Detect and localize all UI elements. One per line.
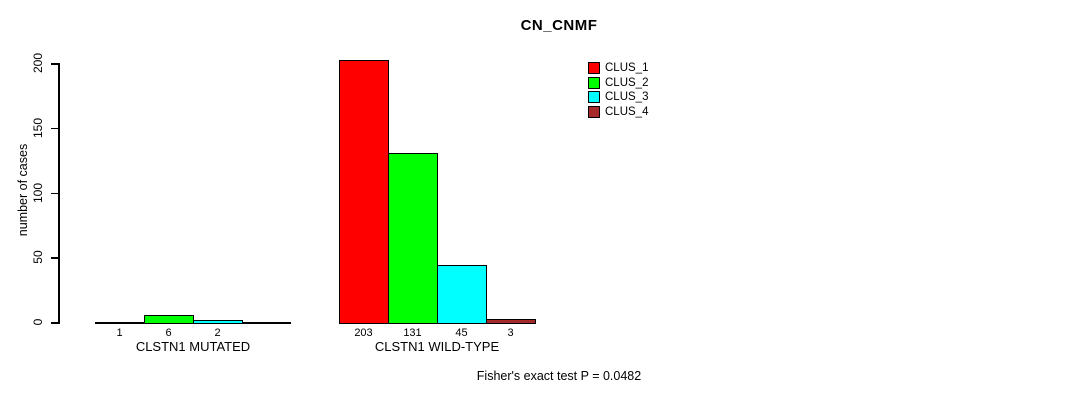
bar-value-label: 131	[403, 327, 422, 339]
legend-label: CLUS_4	[605, 106, 649, 119]
y-axis-line	[58, 63, 60, 324]
y-axis-tick	[51, 257, 58, 259]
chart-title: CN_CNMF	[520, 17, 598, 34]
legend-swatch-clus_3	[588, 91, 600, 104]
y-axis-tick	[51, 322, 58, 324]
y-axis-tick-label: 150	[31, 117, 45, 138]
bar-value-label: 203	[354, 327, 373, 339]
y-axis-tick-label: 200	[31, 52, 45, 74]
y-axis-tick-label: 100	[31, 182, 45, 203]
y-axis-tick	[51, 192, 58, 194]
legend-label: CLUS_1	[605, 62, 649, 75]
legend-row: CLUS_2	[588, 76, 648, 91]
bar-value-label: 45	[455, 327, 468, 339]
legend-row: CLUS_4	[588, 105, 648, 120]
bar-clus_3	[193, 319, 243, 324]
legend-row: CLUS_3	[588, 90, 648, 105]
bar-clus_1	[95, 321, 145, 324]
bar-clus_2	[144, 314, 194, 324]
footer-annotation: Fisher's exact test P = 0.0482	[476, 369, 642, 383]
bar-value-label: 3	[507, 327, 514, 339]
bar-clus_1	[339, 59, 389, 324]
legend: CLUS_1 CLUS_2 CLUS_3 CLUS_4	[588, 61, 648, 119]
legend-label: CLUS_2	[605, 76, 649, 89]
legend-label: CLUS_3	[605, 91, 649, 104]
bar-value-label: 6	[165, 327, 172, 339]
y-axis-tick	[51, 127, 58, 130]
legend-row: CLUS_1	[588, 61, 648, 76]
group-label: CLSTN1 WILD-TYPE	[374, 339, 500, 354]
bar-clus_3	[437, 264, 487, 324]
bar-value-label: 1	[116, 327, 123, 339]
legend-swatch-clus_1	[588, 62, 600, 75]
bar-value-label: 2	[214, 327, 221, 339]
bar-clus_4	[486, 318, 536, 324]
y-axis-tick-label: 0	[31, 318, 45, 326]
legend-swatch-clus_2	[588, 76, 600, 89]
group-label: CLSTN1 MUTATED	[135, 339, 251, 354]
y-axis-tick-label: 50	[31, 250, 45, 264]
legend-swatch-clus_4	[588, 106, 600, 119]
bar-clus_2	[388, 152, 438, 324]
y-axis-tick	[51, 63, 58, 65]
